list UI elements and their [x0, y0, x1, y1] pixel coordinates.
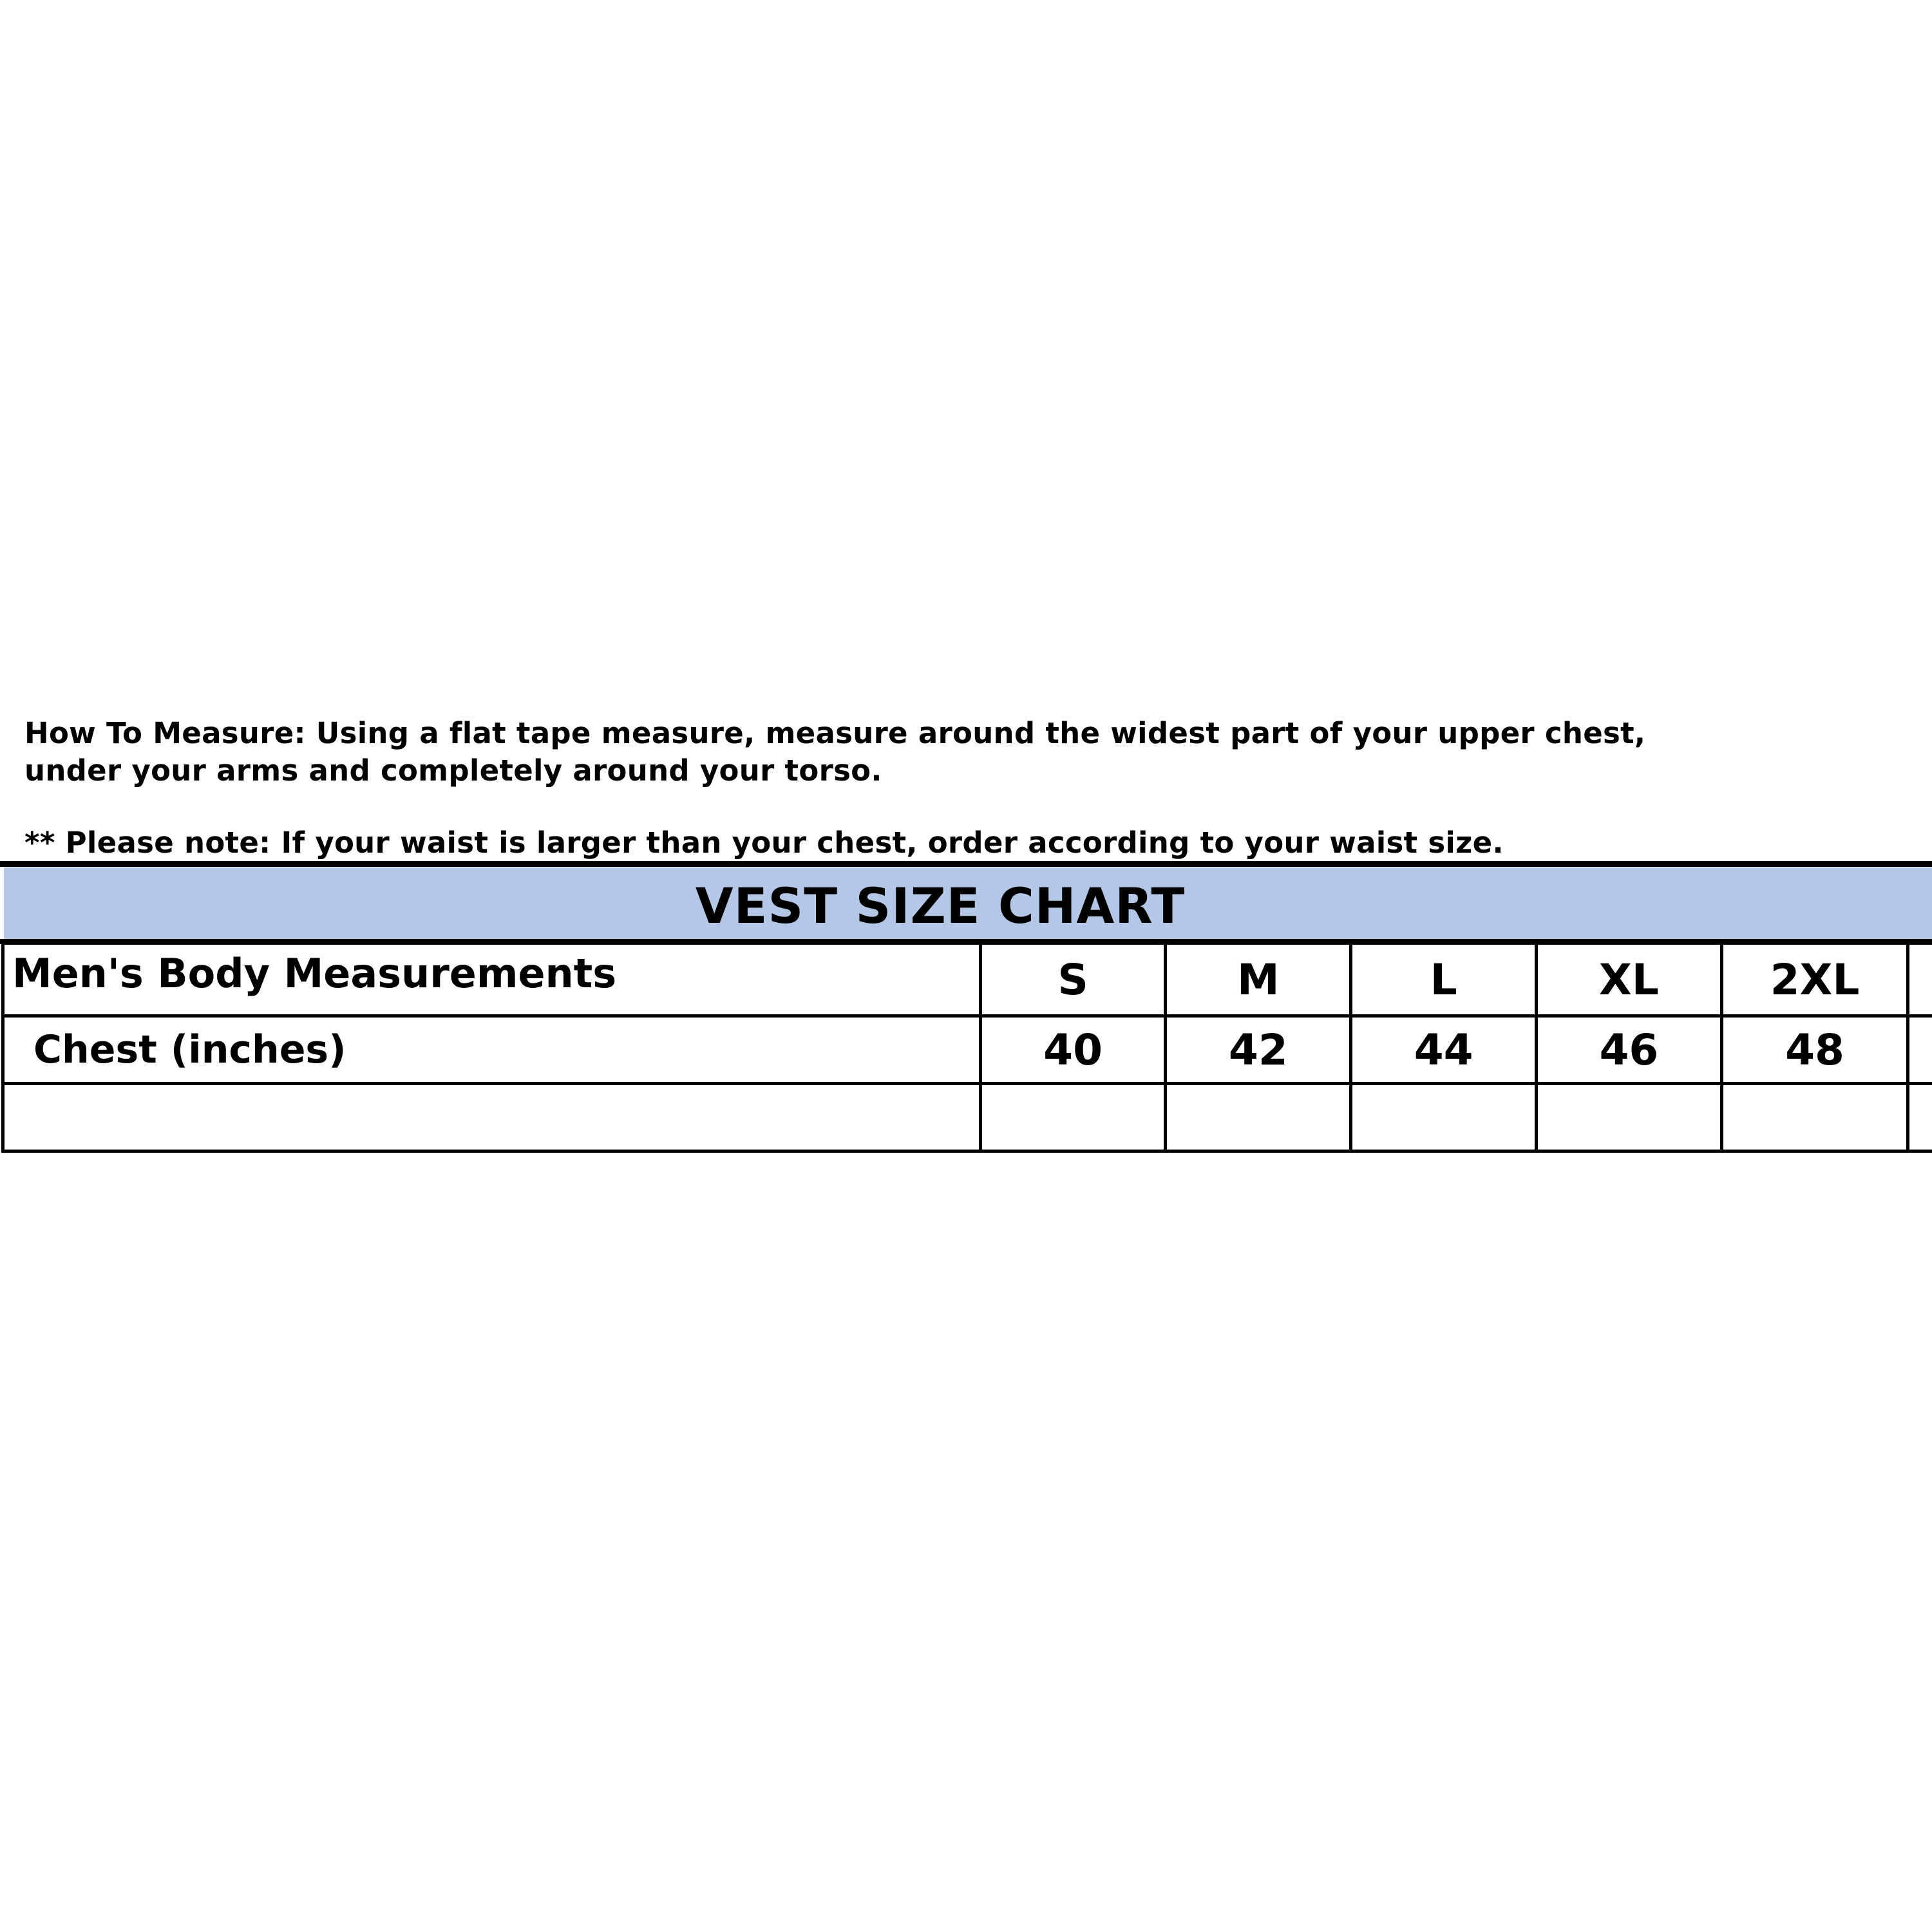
header-label: Men's Body Measurements	[1, 942, 982, 1018]
size-table: Men's Body Measurements S M L XL 2XL Che…	[1, 942, 1932, 1153]
cell-edge	[1906, 1014, 1932, 1085]
value-cell	[1719, 1082, 1910, 1153]
size-2xl: 2XL	[1719, 942, 1910, 1018]
cell-edge	[1906, 942, 1932, 1018]
value-cell: 48	[1719, 1014, 1910, 1085]
top-divider	[0, 861, 1932, 867]
value-cell: 44	[1349, 1014, 1538, 1085]
how-to-measure-text: How To Measure: Using a flat tape measur…	[24, 716, 1646, 750]
size-s: S	[978, 942, 1168, 1018]
size-m: M	[1164, 942, 1353, 1018]
value-cell	[1535, 1082, 1723, 1153]
title-band	[4, 867, 1932, 940]
title-divider	[0, 939, 1932, 944]
value-cell: 40	[978, 1014, 1168, 1085]
value-cell	[978, 1082, 1168, 1153]
chart-title: VEST SIZE CHART	[695, 877, 1186, 934]
table-row	[1, 1082, 1932, 1153]
table-row: Chest (inches) 40 42 44 46 48	[1, 1014, 1932, 1085]
waist-note: ** Please note: If your waist is larger …	[24, 826, 1504, 860]
row-label	[1, 1082, 982, 1153]
how-to-measure-text-continued: under your arms and completely around yo…	[24, 753, 882, 788]
value-cell: 42	[1164, 1014, 1353, 1085]
table-header-row: Men's Body Measurements S M L XL 2XL	[1, 942, 1932, 1018]
size-xl: XL	[1535, 942, 1723, 1018]
cell-edge	[1906, 1082, 1932, 1153]
value-cell: 46	[1535, 1014, 1723, 1085]
value-cell	[1164, 1082, 1353, 1153]
row-label: Chest (inches)	[1, 1014, 982, 1085]
size-l: L	[1349, 942, 1538, 1018]
value-cell	[1349, 1082, 1538, 1153]
